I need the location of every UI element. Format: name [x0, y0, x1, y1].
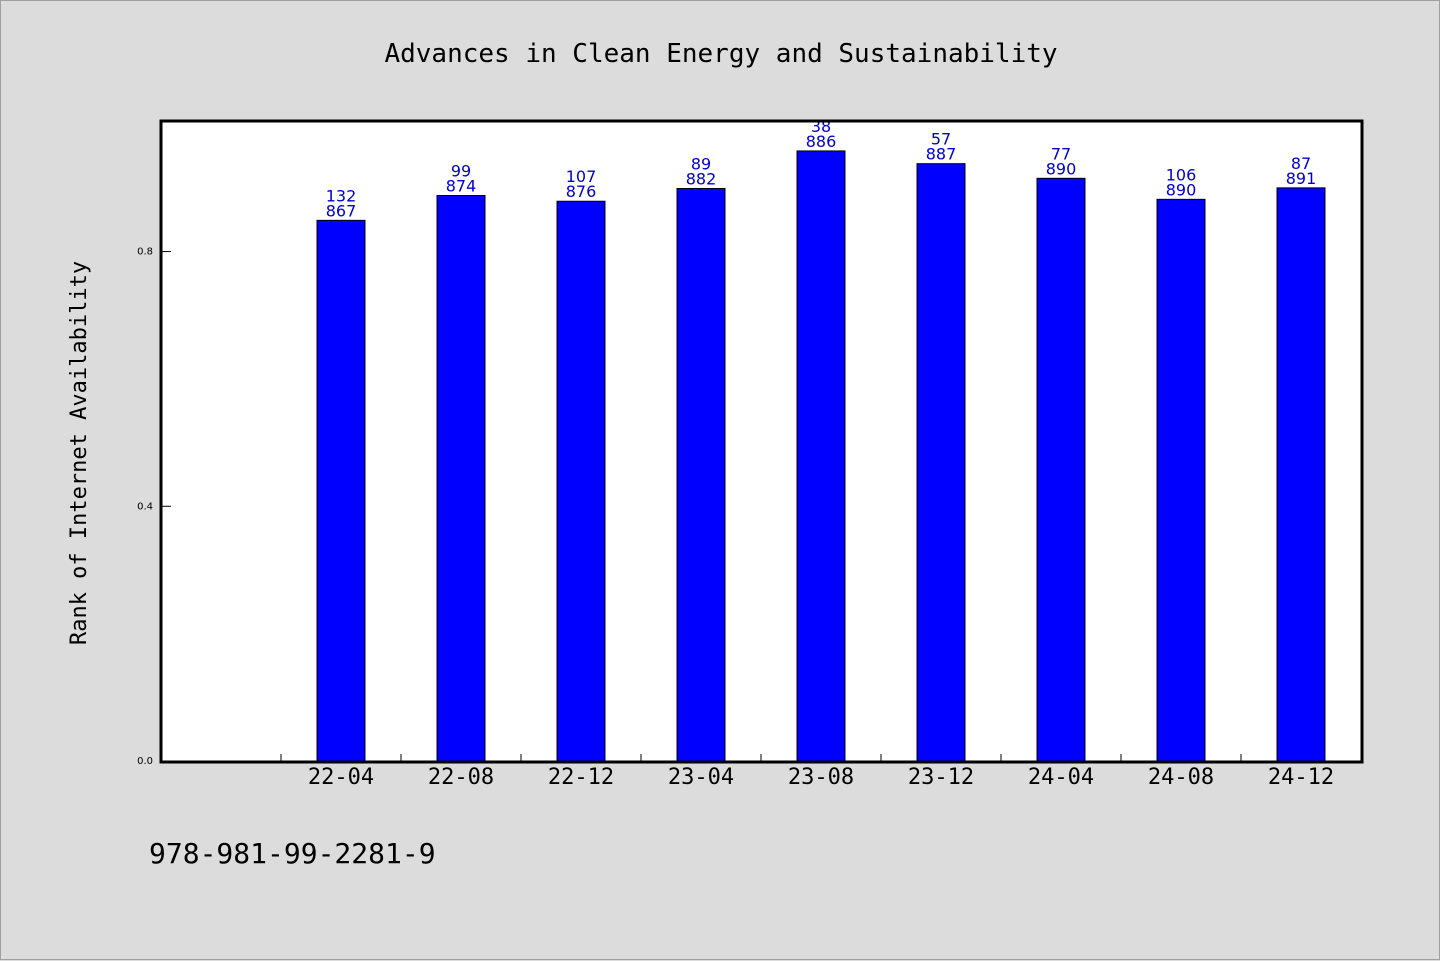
y-tick-label: 0.4 [137, 501, 153, 512]
x-tick-label: 22-08 [428, 765, 494, 790]
x-tick-label: 24-04 [1028, 765, 1094, 790]
bar [676, 188, 726, 762]
bar [1276, 187, 1326, 762]
y-axis-label: Rank of Internet Availability [67, 261, 92, 645]
x-tick-label: 23-08 [788, 765, 854, 790]
bar-rank-label: 132 [326, 186, 357, 205]
bar-value-label: 886 [806, 132, 837, 151]
isbn-text: 978-981-99-2281-9 [149, 837, 436, 870]
y-tick-label: 0.0 [137, 756, 153, 767]
x-tick-label: 22-12 [548, 765, 614, 790]
x-tick-label: 24-08 [1148, 765, 1214, 790]
x-tick-label: 23-12 [908, 765, 974, 790]
bar-rank-label: 107 [566, 167, 597, 186]
x-tick-label: 22-04 [308, 765, 374, 790]
bar-value-label: 890 [1166, 180, 1197, 199]
x-tick-label: 23-04 [668, 765, 734, 790]
bar [796, 150, 846, 762]
bar [1156, 198, 1206, 762]
bar-rank-label: 77 [1051, 144, 1071, 163]
bar-rank-label: 89 [691, 155, 711, 174]
bar-rank-label: 87 [1291, 154, 1311, 173]
chart-title: Advances in Clean Energy and Sustainabil… [384, 39, 1057, 69]
bar [436, 195, 486, 762]
bar [556, 200, 606, 762]
bar [1036, 177, 1086, 762]
bar-value-label: 876 [566, 182, 597, 201]
bar-value-label: 874 [446, 177, 477, 196]
bar-rank-label: 106 [1166, 165, 1197, 184]
x-tick-label: 24-12 [1268, 765, 1334, 790]
bar-value-label: 891 [1286, 169, 1317, 188]
bar-rank-label: 99 [451, 162, 471, 181]
bar [916, 163, 966, 762]
bar-value-label: 890 [1046, 159, 1077, 178]
plot-border [159, 119, 1364, 764]
bar [316, 219, 366, 762]
bar-value-label: 887 [926, 145, 957, 164]
bar-value-label: 882 [686, 170, 717, 189]
bar-value-label: 867 [326, 201, 357, 220]
y-tick-label: 0.8 [137, 247, 153, 258]
bar-rank-label: 57 [931, 130, 951, 149]
